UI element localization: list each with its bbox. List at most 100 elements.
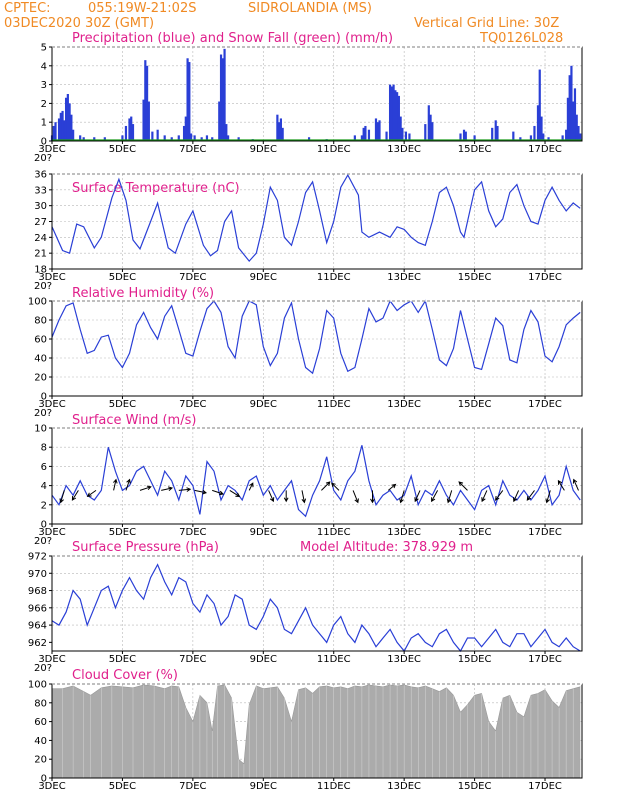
precip-bar (519, 137, 522, 141)
x-tick-label: 3DEC (38, 781, 65, 792)
y-tick-label: 972 (28, 552, 47, 563)
precip-bar (577, 125, 580, 141)
precip-bar (462, 129, 466, 141)
x-tick-label: 9DEC (250, 781, 277, 792)
precip-bar (79, 135, 82, 141)
x-tick-label: 15DEC (458, 399, 492, 410)
x-tick-label: 11DEC (317, 654, 351, 665)
y-tick-label: 24 (34, 233, 47, 244)
wind-arrow (268, 490, 275, 503)
precip-bar (536, 105, 540, 141)
precip-bar (103, 137, 106, 141)
precip-bar (184, 116, 187, 141)
temperature-line (51, 173, 581, 263)
x-tick-label: 7DEC (179, 399, 206, 410)
x-tick-overlap-label: 20? (34, 153, 52, 164)
x-tick-label: 11DEC (317, 399, 351, 410)
precip-bar (279, 118, 283, 141)
x-tick-label: 5DEC (109, 781, 136, 792)
precip-bar (494, 120, 497, 141)
precip-bar (404, 131, 408, 141)
wind-arrow (557, 479, 565, 491)
precip-bar (360, 135, 364, 141)
x-tick-overlap-label: 20? (34, 663, 52, 674)
y-tick-label: 100 (28, 297, 47, 308)
wind-arrow (399, 490, 405, 504)
wind-arrow (59, 490, 65, 504)
y-tick-label: 0 (41, 774, 47, 785)
y-tick-label: 21 (34, 249, 47, 260)
wind-arrow (414, 490, 421, 503)
wind-arrow (494, 490, 504, 501)
precip-bar (59, 112, 62, 141)
y-tick-label: 30 (34, 201, 47, 212)
precip-bar (190, 133, 193, 141)
precip-bar (464, 131, 467, 141)
precip-bar (427, 105, 430, 141)
x-tick-label: 17DEC (528, 654, 562, 665)
wind-arrow (526, 490, 535, 501)
x-tick-label: 9DEC (250, 654, 277, 665)
y-tick-label: 36 (34, 170, 47, 181)
x-tick-label: 3DEC (38, 144, 65, 155)
precip-bar (378, 120, 381, 141)
precip-bar (392, 84, 395, 141)
pressure-panel: 962 964 966 968 970 972 3DEC 5DEC 7DEC 9DEC 11DEC 1… (28, 552, 583, 674)
x-tick-label: 13DEC (387, 781, 421, 792)
precip-bar (353, 135, 356, 141)
precip-bar (533, 125, 536, 141)
x-tick-label: 13DEC (387, 399, 421, 410)
precip-bar (205, 135, 209, 141)
precip-bar (221, 58, 224, 141)
y-tick-label: 5 (41, 43, 47, 54)
x-tick-label: 15DEC (458, 144, 492, 155)
precip-bar (390, 86, 393, 141)
x-tick-label: 3DEC (38, 399, 65, 410)
y-tick-label: 20 (34, 373, 47, 384)
precip-bar (529, 135, 533, 141)
precip-bar (367, 129, 371, 141)
y-tick-label: 40 (34, 354, 47, 365)
x-tick-label: 17DEC (528, 144, 562, 155)
precip-bar (186, 58, 189, 141)
x-tick-label: 5DEC (109, 144, 136, 155)
x-tick-label: 7DEC (179, 144, 206, 155)
precip-bar (52, 125, 55, 141)
y-tick-label: 970 (28, 569, 47, 580)
precip-bar (131, 124, 135, 141)
wind-arrow (139, 485, 152, 491)
precip-bar (429, 114, 432, 141)
wind-arrow (194, 489, 208, 495)
wind-arrow (481, 490, 488, 503)
precip-bar (151, 131, 154, 141)
x-tick-label: 7DEC (179, 272, 206, 283)
precip-bar (491, 127, 494, 141)
precip-bar (540, 116, 543, 141)
precip-bar (575, 114, 578, 141)
precip-bar (226, 135, 230, 141)
wind-arrow (387, 483, 397, 491)
humidity-panel: 0 20 40 60 80 100 3DEC 5DEC 7DEC 9DEC 11DEC 13DEC 15… (28, 297, 583, 419)
y-tick-label: 6 (41, 462, 47, 473)
x-tick-label: 11DEC (317, 272, 351, 283)
x-tick-label: 17DEC (528, 527, 562, 538)
wind-arrow (301, 490, 307, 504)
precip-bar (54, 122, 57, 141)
wind-arrow (113, 478, 118, 491)
cloud-panel: 0 20 40 60 80 100 3DEC 5DEC 7DEC 9DEC 11DEC 13DEC 15… (28, 680, 583, 792)
precip-bar (579, 133, 582, 141)
precip-bar (70, 114, 73, 141)
precip-bar (121, 135, 124, 141)
precip-bar (376, 122, 379, 141)
precip-bar (459, 133, 462, 141)
precip-bar (431, 122, 434, 141)
precip-bar (399, 116, 402, 141)
precip-title: Precipitation (blue) and Snow Fall (gree… (72, 31, 393, 46)
header-source: CPTEC: (4, 1, 51, 16)
x-tick-label: 5DEC (109, 527, 136, 538)
wind-arrow (229, 489, 241, 497)
y-tick-label: 40 (34, 736, 47, 747)
y-tick-label: 18 (34, 265, 47, 276)
precip-bar (538, 69, 541, 141)
cloud-cover-area (51, 684, 581, 779)
